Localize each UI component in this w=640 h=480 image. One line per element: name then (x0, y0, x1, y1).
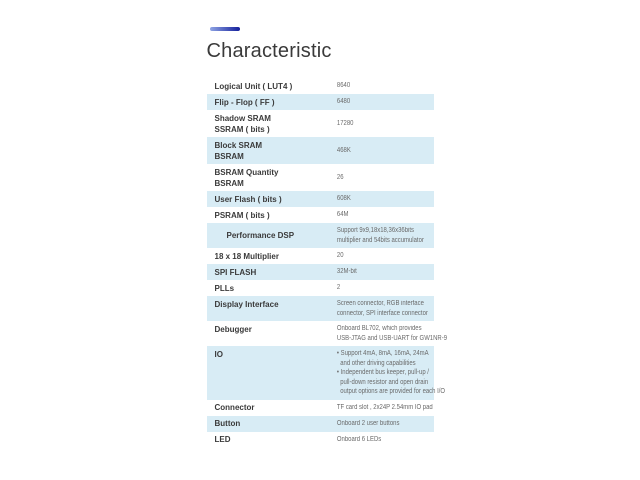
page-title: Characteristic (206, 40, 332, 62)
spec-value: Onboard BL702, which provides USB-JTAG a… (336, 325, 447, 342)
spec-value: 64M (336, 211, 348, 219)
spec-row-18x18-multiplier: 18 x 18 Multiplier 20 (207, 248, 434, 264)
spec-label: BSRAM Quantity BSRAM (214, 167, 279, 188)
spec-row-block-sram: Block SRAM BSRAM 468K (206, 137, 434, 164)
spec-value: 20 (336, 252, 344, 260)
spec-label: User Flash ( bits ) (214, 194, 282, 204)
spec-table: Logical Unit ( LUT4 ) 8640 Flip - Flop (… (206, 78, 447, 448)
spec-row-plls: PLLs 2 (207, 280, 434, 296)
spec-value: 32M-bit (336, 268, 357, 276)
spec-label: Button (214, 419, 241, 428)
spec-label: IO (214, 349, 223, 359)
spec-row-io: IO • Support 4mA, 8mA, 16mA, 24mA and ot… (206, 346, 445, 400)
spec-label: PSRAM ( bits ) (214, 210, 270, 220)
spec-label: Display Interface (214, 299, 279, 309)
spec-row-debugger: Debugger Onboard BL702, which provides U… (207, 321, 447, 346)
spec-row-logical-unit: Logical Unit ( LUT4 ) 8640 (207, 78, 434, 94)
spec-row-led: LED Onboard 6 LEDs (207, 432, 434, 448)
spec-label: Connector (214, 403, 255, 412)
spec-row-display-interface: Display Interface Screen connector, RGB … (206, 296, 434, 321)
accent-bar (209, 27, 240, 31)
spec-row-connector: Connector TF card slot , 2x24P 2.54mm IO… (207, 400, 434, 416)
spec-value: Onboard 6 LEDs (336, 435, 381, 443)
spec-value: TF card slot , 2x24P 2.54mm IO pad (336, 403, 433, 411)
spec-row-psram: PSRAM ( bits ) 64M (207, 207, 434, 223)
spec-row-user-flash: User Flash ( bits ) 608K (206, 191, 434, 207)
characteristic-section: Characteristic Logical Unit ( LUT4 ) 864… (206, 0, 447, 448)
spec-value: 2 (336, 284, 340, 292)
spec-value: Onboard 2 user buttons (336, 419, 399, 427)
spec-row-performance-dsp: Performance DSP Support 9x9,18x18,36x36b… (206, 223, 434, 248)
spec-label: 18 x 18 Multiplier (214, 251, 279, 261)
spec-label: Block SRAM BSRAM (214, 140, 263, 161)
spec-label: PLLs (214, 283, 235, 293)
spec-row-spi-flash: SPI FLASH 32M-bit (206, 264, 434, 280)
spec-row-flip-flop: Flip - Flop ( FF ) 6480 (206, 94, 434, 110)
spec-value: 17280 (336, 119, 353, 127)
spec-value: 8640 (336, 82, 350, 90)
spec-row-button: Button Onboard 2 user buttons (206, 415, 434, 432)
spec-value: 6480 (336, 98, 350, 106)
spec-value: Support 9x9,18x18,36x36bits multiplier a… (336, 227, 424, 244)
spec-value: 26 (336, 173, 344, 181)
spec-row-bsram-quantity: BSRAM Quantity BSRAM 26 (207, 164, 434, 191)
spec-value: Screen connector, RGB interface connecto… (336, 300, 428, 317)
spec-label: Shadow SRAM SSRAM ( bits ) (214, 113, 271, 134)
spec-label: Performance DSP (226, 231, 295, 240)
spec-row-shadow-sram: Shadow SRAM SSRAM ( bits ) 17280 (207, 110, 434, 137)
spec-label: Flip - Flop ( FF ) (214, 97, 275, 107)
spec-label: LED (214, 435, 231, 444)
spec-label: Debugger (214, 324, 252, 334)
spec-value: 608K (336, 195, 351, 203)
spec-value: 468K (336, 146, 351, 154)
spec-label: SPI FLASH (214, 267, 257, 277)
spec-value: • Support 4mA, 8mA, 16mA, 24mA and other… (336, 350, 445, 395)
spec-label: Logical Unit ( LUT4 ) (214, 81, 293, 91)
